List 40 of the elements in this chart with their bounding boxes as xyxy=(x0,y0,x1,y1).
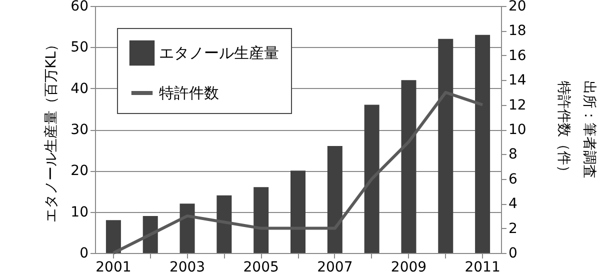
y-tick-label: 20 xyxy=(70,163,88,180)
bar xyxy=(290,170,306,253)
y2-tick-label: 10 xyxy=(508,122,526,138)
y-axis-title: エタノール生産量（百万KL） xyxy=(44,38,60,222)
y2-tick-label: 8 xyxy=(508,146,518,163)
bar xyxy=(327,146,342,253)
y-tick-label: 0 xyxy=(80,246,88,262)
y-tick-label: 10 xyxy=(70,204,88,220)
x-tick-label: 2011 xyxy=(464,260,500,276)
bar xyxy=(180,204,195,253)
y2-tick-label: 0 xyxy=(508,246,518,262)
y2-tick-label: 18 xyxy=(508,23,526,40)
y2-tick-label: 16 xyxy=(508,48,526,64)
text: 出所：筆者調査 xyxy=(581,80,597,178)
bar xyxy=(106,220,121,253)
y2-tick-label: 20 xyxy=(508,0,526,14)
y2-tick-label: 12 xyxy=(508,97,526,114)
bar xyxy=(475,34,490,253)
y2-axis-title: 特許件数（件） xyxy=(555,81,572,179)
legend-label: 特許件数 xyxy=(159,84,219,102)
y-tick-label: 50 xyxy=(70,40,88,56)
y2-tick-label: 14 xyxy=(508,72,526,89)
x-tick-label: 2003 xyxy=(169,260,206,276)
y-tick-label: 40 xyxy=(70,80,88,97)
y2-tick-label: 4 xyxy=(508,196,518,212)
y2-tick-label: 6 xyxy=(508,171,518,188)
bar xyxy=(216,195,232,253)
bar xyxy=(401,80,416,253)
bar xyxy=(254,187,269,253)
x-tick-label: 2009 xyxy=(390,260,427,276)
bar xyxy=(364,104,380,253)
x-tick-label: 2001 xyxy=(96,260,132,276)
x-tick-label: 2005 xyxy=(243,260,279,276)
bar xyxy=(438,38,454,253)
bar xyxy=(142,216,158,253)
y-tick-label: 60 xyxy=(70,0,88,14)
legend-label: エタノール生産量 xyxy=(159,44,279,62)
y-tick-label: 30 xyxy=(70,122,88,138)
y2-tick-label: 2 xyxy=(508,220,518,237)
x-tick-label: 2007 xyxy=(317,260,353,276)
